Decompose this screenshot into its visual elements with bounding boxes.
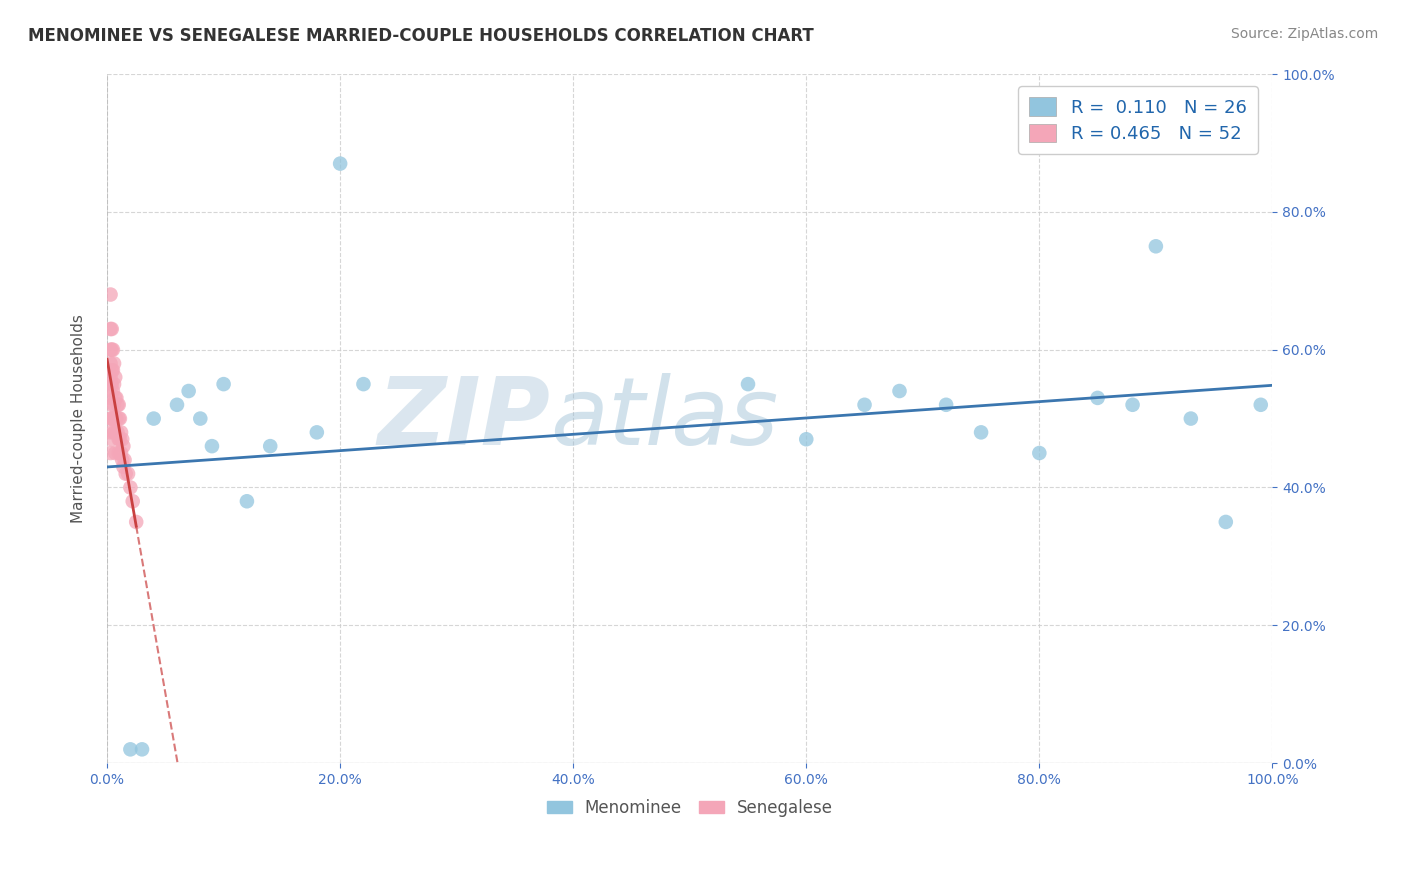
- Point: [107, 446, 129, 460]
- Point: [103, 356, 125, 370]
- Point: [236, 494, 259, 508]
- Point: [737, 377, 759, 392]
- Point: [100, 322, 122, 336]
- Point: [142, 411, 165, 425]
- Point: [121, 494, 143, 508]
- Point: [107, 398, 129, 412]
- Point: [100, 370, 122, 384]
- Point: [125, 515, 148, 529]
- Point: [101, 363, 124, 377]
- Point: [101, 343, 124, 357]
- Text: Source: ZipAtlas.com: Source: ZipAtlas.com: [1230, 27, 1378, 41]
- Point: [114, 453, 136, 467]
- Point: [114, 467, 136, 481]
- Point: [105, 411, 128, 425]
- Point: [100, 363, 122, 377]
- Legend: Menominee, Senegalese: Menominee, Senegalese: [540, 792, 839, 823]
- Point: [935, 398, 957, 412]
- Point: [110, 446, 132, 460]
- Point: [110, 425, 132, 440]
- Point: [305, 425, 328, 440]
- Point: [112, 459, 135, 474]
- Point: [111, 453, 134, 467]
- Point: [107, 411, 129, 425]
- Point: [103, 398, 125, 412]
- Point: [104, 446, 127, 460]
- Point: [100, 343, 122, 357]
- Point: [104, 370, 127, 384]
- Point: [104, 425, 127, 440]
- Point: [103, 425, 125, 440]
- Point: [794, 432, 817, 446]
- Point: [100, 432, 122, 446]
- Y-axis label: Married-couple Households: Married-couple Households: [72, 314, 86, 523]
- Point: [1028, 446, 1050, 460]
- Point: [100, 322, 122, 336]
- Point: [120, 742, 142, 756]
- Text: ZIP: ZIP: [377, 373, 550, 465]
- Point: [101, 384, 124, 398]
- Point: [107, 432, 129, 446]
- Point: [1250, 398, 1272, 412]
- Point: [100, 287, 122, 301]
- Point: [117, 467, 139, 481]
- Point: [1180, 411, 1202, 425]
- Point: [105, 391, 128, 405]
- Point: [108, 411, 131, 425]
- Point: [1122, 398, 1144, 412]
- Point: [853, 398, 876, 412]
- Point: [100, 425, 122, 440]
- Point: [101, 411, 124, 425]
- Point: [970, 425, 993, 440]
- Point: [131, 742, 153, 756]
- Point: [100, 377, 122, 392]
- Point: [104, 391, 127, 405]
- Point: [111, 432, 134, 446]
- Point: [329, 156, 352, 170]
- Point: [166, 398, 188, 412]
- Point: [1144, 239, 1167, 253]
- Point: [177, 384, 200, 398]
- Point: [889, 384, 911, 398]
- Point: [100, 411, 122, 425]
- Point: [112, 439, 135, 453]
- Point: [100, 377, 122, 392]
- Point: [104, 411, 127, 425]
- Point: [212, 377, 235, 392]
- Point: [259, 439, 281, 453]
- Text: MENOMINEE VS SENEGALESE MARRIED-COUPLE HOUSEHOLDS CORRELATION CHART: MENOMINEE VS SENEGALESE MARRIED-COUPLE H…: [28, 27, 814, 45]
- Point: [1087, 391, 1109, 405]
- Point: [100, 411, 122, 425]
- Point: [188, 411, 211, 425]
- Point: [100, 398, 122, 412]
- Point: [352, 377, 374, 392]
- Point: [108, 432, 131, 446]
- Point: [1215, 515, 1237, 529]
- Point: [201, 439, 224, 453]
- Point: [107, 398, 129, 412]
- Point: [120, 481, 142, 495]
- Point: [100, 391, 122, 405]
- Point: [100, 356, 122, 370]
- Point: [100, 446, 122, 460]
- Point: [103, 377, 125, 392]
- Text: atlas: atlas: [550, 373, 778, 464]
- Point: [100, 343, 122, 357]
- Point: [107, 425, 129, 440]
